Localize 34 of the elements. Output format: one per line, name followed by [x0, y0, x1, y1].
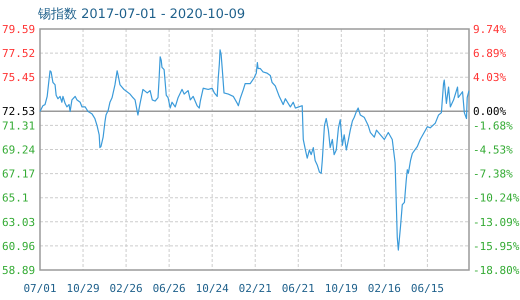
- y2-tick-label: -18.80%: [473, 264, 520, 277]
- y2-tick-label: 9.74%: [473, 23, 506, 36]
- y-tick-label: 60.96: [2, 240, 36, 253]
- x-tick-label: 06/21: [282, 282, 315, 295]
- y2-tick-label: 0.00%: [473, 105, 506, 118]
- y-tick-label: 65.1: [2, 192, 28, 205]
- y-tick-label: 67.17: [2, 168, 36, 181]
- chart-title: 锡指数 2017-07-01 - 2020-10-09: [37, 7, 246, 22]
- line-series: [39, 49, 470, 251]
- y-tick-label: 69.24: [2, 144, 36, 156]
- x-tick-label: 02/21: [238, 282, 272, 295]
- x-tick-label: 10/24: [196, 282, 230, 295]
- x-tick-label: 10/19: [324, 282, 358, 295]
- y2-tick-label: 4.03%: [473, 71, 506, 84]
- x-tick-label: 02/16: [368, 282, 401, 295]
- y2-tick-label: -10.24%: [473, 192, 520, 205]
- x-tick-label: 07/01: [23, 282, 57, 295]
- y2-tick-label: 6.89%: [473, 47, 506, 60]
- y-tick-label: 58.89: [2, 264, 36, 277]
- y-tick-label: 75.45: [2, 71, 36, 84]
- y2-tick-label: -13.09%: [473, 216, 520, 229]
- y-tick-label: 63.03: [2, 216, 36, 229]
- y-tick-label: 79.59: [2, 23, 36, 36]
- x-tick-label: 06/15: [410, 282, 444, 295]
- y-tick-label: 71.31: [2, 119, 36, 132]
- y-tick-label: 77.52: [2, 47, 36, 60]
- y2-tick-label: -1.68%: [473, 119, 514, 132]
- x-tick-label: 02/26: [110, 282, 143, 295]
- y-tick-label: 72.53: [2, 105, 36, 118]
- y2-tick-label: -4.53%: [473, 144, 514, 156]
- y2-tick-label: -7.38%: [473, 168, 514, 181]
- x-tick-label: 10/29: [66, 282, 100, 295]
- y2-tick-label: -15.95%: [473, 240, 520, 253]
- x-tick-label: 06/26: [152, 282, 186, 295]
